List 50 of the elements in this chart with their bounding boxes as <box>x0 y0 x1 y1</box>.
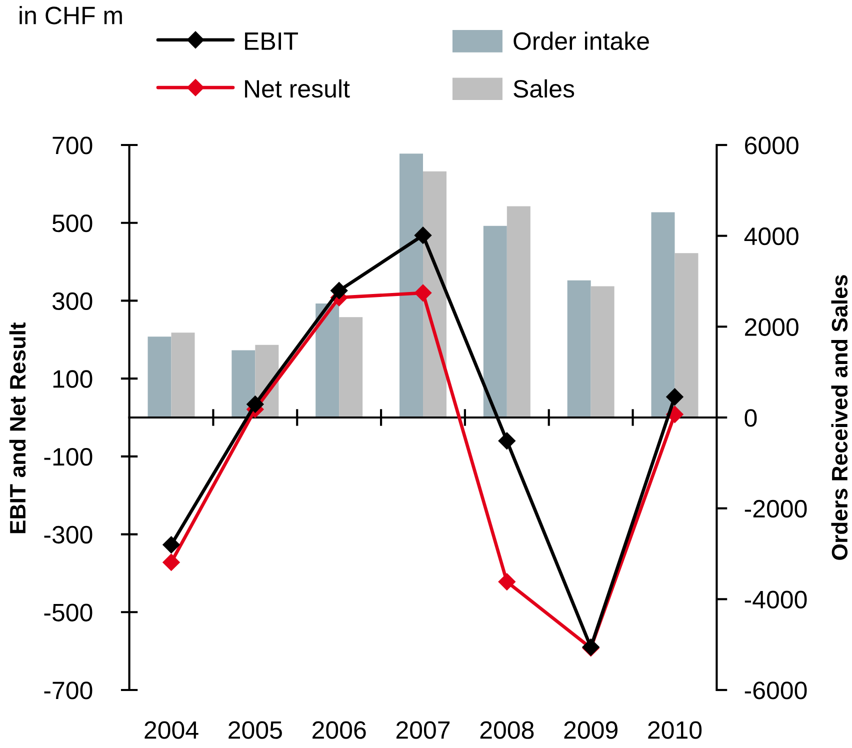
y-tick-label: 500 <box>52 214 92 232</box>
legend-label: Net result <box>245 79 350 98</box>
y2-axis-title: Orders Received and Sales <box>831 275 848 560</box>
x-tick-label: 2006 <box>312 721 366 739</box>
legend-label: Sales <box>514 79 574 98</box>
point <box>498 572 516 591</box>
bar <box>483 226 507 418</box>
bar <box>651 212 675 418</box>
point <box>666 388 684 406</box>
legend-label: Order intake <box>514 32 649 50</box>
y-tick-label: -500 <box>44 604 92 622</box>
bar <box>506 206 530 418</box>
x-tick-label: 2008 <box>480 721 534 739</box>
y-tick-label: 300 <box>52 292 92 310</box>
x-tick-label: 2007 <box>396 721 450 739</box>
point <box>162 536 180 554</box>
y-tick-label: -700 <box>44 682 92 700</box>
y2-tick-label: -4000 <box>744 590 807 608</box>
point <box>414 284 432 302</box>
bar <box>171 332 195 418</box>
y2-tick-label: -2000 <box>744 500 807 518</box>
bar <box>339 317 363 418</box>
y-tick-label: 700 <box>52 136 92 154</box>
y-tick-label: 100 <box>53 370 92 388</box>
point <box>498 432 516 450</box>
bar <box>400 154 423 418</box>
y-tick-label: -300 <box>44 526 92 544</box>
point <box>162 553 180 572</box>
y-tick-label: -100 <box>44 448 92 466</box>
point <box>246 395 264 414</box>
bar <box>316 304 340 418</box>
bar <box>148 336 172 418</box>
y2-tick-label: 6000 <box>745 136 798 154</box>
chart-title: in CHF m <box>20 6 122 24</box>
bar <box>590 286 614 418</box>
x-tick-label: 2004 <box>144 721 198 739</box>
bar <box>567 280 591 418</box>
y2-tick-label: 0 <box>744 409 757 427</box>
x-tick-label: 2009 <box>564 721 618 739</box>
x-tick-label: 2010 <box>648 721 702 739</box>
legend-label: EBIT <box>245 32 298 50</box>
point <box>330 282 348 300</box>
x-tick-label: 2005 <box>228 721 282 739</box>
y-axis-title: EBIT and Net Result <box>9 322 26 534</box>
y2-tick-label: -6000 <box>744 682 807 700</box>
bar <box>232 350 256 418</box>
bar <box>674 253 698 418</box>
y2-tick-label: 4000 <box>744 227 798 246</box>
y2-tick-label: 2000 <box>745 318 798 336</box>
point <box>414 226 432 244</box>
